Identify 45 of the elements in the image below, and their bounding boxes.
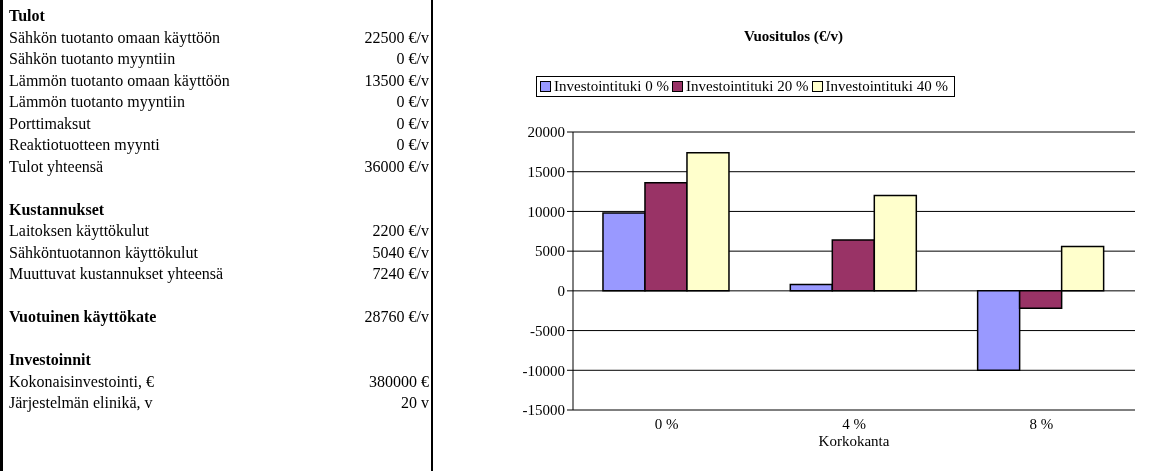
text: Tulot yhteensä	[9, 156, 105, 177]
legend-label: Investointituki 0 %	[553, 78, 669, 95]
legend-label: Investointituki 40 %	[824, 78, 948, 95]
x-tick-label: 0 %	[654, 415, 679, 432]
text: Investoinnit	[9, 350, 92, 370]
legend-label: Investointituki 20 %	[685, 78, 809, 95]
text: Reaktiotuotteen myynti	[9, 135, 161, 156]
x-axis-title: Korkokanta	[818, 433, 890, 449]
text: 2200 €/v	[372, 221, 429, 241]
text: Muuttuvat kustannukset yhteensä	[9, 264, 225, 285]
x-tick-label: 8 %	[1029, 415, 1054, 432]
text: Sähkön tuotanto myyntiin	[9, 49, 177, 70]
text: 13500 €/v	[364, 70, 429, 91]
text: Vuotuinen käyttökate	[9, 307, 158, 328]
y-tick-label: -10000	[522, 362, 565, 379]
y-tick-label: -5000	[530, 322, 565, 339]
text: 28760 €/v	[364, 307, 429, 327]
text: Porttimaksut	[9, 113, 92, 134]
chart-title: Vuositulos (€/v)	[742, 28, 845, 45]
y-tick-label: -15000	[522, 402, 565, 419]
y-tick-label: 20000	[527, 124, 565, 141]
text: Järjestelmän elinikä, v	[9, 393, 154, 414]
y-tick-label: 0	[557, 283, 565, 300]
y-tick-label: 10000	[527, 203, 565, 220]
text: 0 €/v	[396, 113, 429, 134]
text: Kustannukset	[9, 199, 106, 220]
text: Sähkön tuotanto omaan käyttöön	[9, 27, 222, 48]
text: Lämmön tuotanto omaan käyttöön	[9, 70, 231, 91]
text: 380000 €	[369, 371, 429, 392]
text: 22500 €/v	[364, 27, 429, 48]
text: 0 €/v	[396, 135, 429, 155]
text: Sähköntuotannon käyttökulut	[9, 242, 199, 263]
text: 36000 €/v	[364, 156, 429, 177]
text: 0 €/v	[396, 92, 429, 112]
text: 5040 €/v	[372, 242, 429, 263]
text: Tulot	[9, 6, 46, 26]
text: 0 €/v	[396, 49, 429, 69]
text: 20 v	[401, 393, 429, 413]
text: Lämmön tuotanto myyntiin	[9, 92, 186, 113]
x-tick-label: 4 %	[842, 415, 866, 432]
text: Laitoksen käyttökulut	[9, 221, 150, 242]
text: Kokonaisinvestointi, €	[9, 371, 155, 392]
y-tick-label: 5000	[535, 243, 565, 260]
y-tick-label: 15000	[527, 164, 565, 181]
text: 7240 €/v	[372, 264, 429, 284]
